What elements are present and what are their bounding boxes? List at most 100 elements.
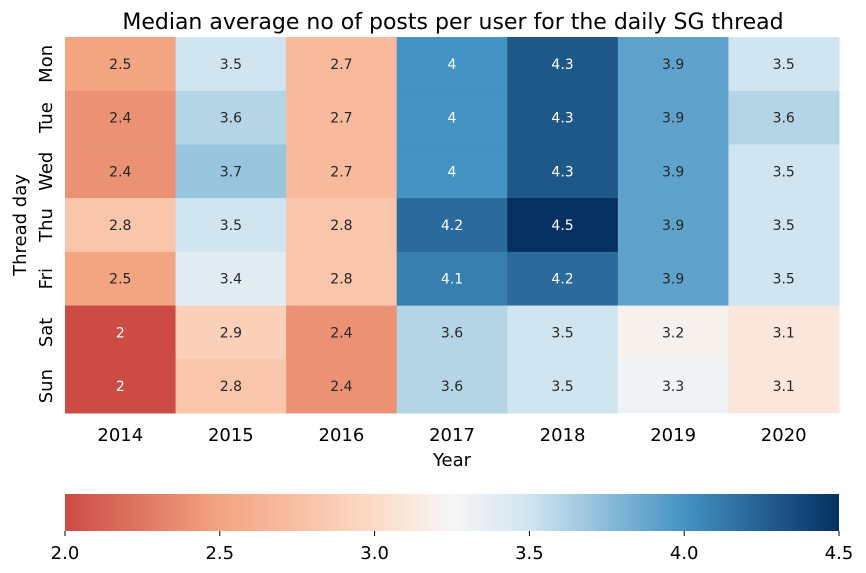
- chart-title: Median average no of posts per user for …: [122, 10, 783, 35]
- cell-value-label: 3.6: [441, 325, 463, 341]
- heatmap-cell: [728, 359, 840, 414]
- colorbar-tick-label: 4.5: [825, 543, 854, 564]
- cell-value-label: 4.3: [551, 57, 573, 73]
- heatmap-cell: [728, 90, 840, 145]
- cell-value-label: 3.9: [662, 272, 684, 288]
- heatmap-cell: [286, 359, 398, 414]
- cell-value-label: 2.8: [330, 272, 352, 288]
- heatmap-cell: [617, 90, 729, 145]
- cell-value-label: 3.4: [220, 272, 242, 288]
- heatmap-cell: [175, 251, 287, 307]
- cell-value-label: 3.5: [773, 272, 795, 288]
- heatmap-cell: [728, 305, 840, 360]
- heatmap-cell: [175, 37, 287, 92]
- cell-value-label: 3.5: [773, 218, 795, 234]
- x-tick-label: 2014: [97, 425, 143, 446]
- x-tick-label: 2019: [650, 425, 696, 446]
- heatmap-cell: [175, 305, 287, 360]
- cell-value-label: 2.7: [330, 164, 352, 180]
- heatmap-cell: [286, 305, 398, 360]
- cell-value-label: 3.5: [220, 57, 242, 73]
- heatmap-cells: 2.5 3.5 2.7 4 4.3 3.9 3.5 2.4 3.6 2.7 4 4.3 3.9 3.6 2.…: [65, 37, 840, 414]
- cell-value-label: 3.1: [773, 379, 795, 395]
- cell-value-label: 2.4: [109, 111, 131, 127]
- heatmap-cell: [617, 305, 729, 360]
- cell-value-label: 4: [448, 111, 457, 127]
- cell-value-label: 3.3: [662, 379, 684, 395]
- cell-value-label: 3.9: [662, 218, 684, 234]
- heatmap-cell: [65, 198, 177, 253]
- cell-value-label: 2.5: [109, 57, 131, 73]
- heatmap-cell: [396, 144, 508, 199]
- cell-value-label: 2: [116, 325, 125, 341]
- colorbar-tick-label: 3.0: [360, 543, 389, 564]
- cell-value-label: 2.8: [330, 218, 352, 234]
- cell-value-label: 2.9: [220, 325, 242, 341]
- cell-value-label: 3.6: [441, 379, 463, 395]
- cell-value-label: 2.4: [330, 379, 352, 395]
- heatmap-cell: [286, 198, 398, 253]
- heatmap-cell: [507, 144, 619, 199]
- heatmap-cell: [175, 90, 287, 145]
- y-axis-label: Thread day: [10, 174, 31, 277]
- cell-value-label: 3.2: [662, 325, 684, 341]
- heatmap-cell: [728, 144, 840, 199]
- heatmap-cell: [396, 359, 508, 414]
- colorbar: [65, 494, 839, 531]
- heatmap-cell: [617, 359, 729, 414]
- heatmap-cell: [286, 144, 398, 199]
- cell-value-label: 2.7: [330, 111, 352, 127]
- cell-value-label: 3.5: [773, 57, 795, 73]
- cell-value-label: 3.9: [662, 164, 684, 180]
- colorbar-tick-label: 2.5: [205, 543, 234, 564]
- y-tick-label: Wed: [36, 152, 57, 191]
- y-tick-label: Tue: [36, 102, 57, 134]
- y-tick-labels: Mon Tue Wed Thu Fri Sat Sun: [36, 45, 57, 403]
- heatmap-cell: [175, 198, 287, 253]
- heatmap-cell: [617, 144, 729, 199]
- x-tick-label: 2016: [319, 425, 365, 446]
- y-tick-label: Mon: [36, 45, 57, 83]
- heatmap-cell: [396, 251, 508, 307]
- x-tick-label: 2017: [429, 425, 475, 446]
- cell-value-label: 3.5: [773, 164, 795, 180]
- cell-value-label: 4.2: [551, 272, 573, 288]
- x-tick-label: 2018: [540, 425, 586, 446]
- heatmap-cell: [728, 198, 840, 253]
- heatmap-cell: [286, 251, 398, 307]
- cell-value-label: 4.3: [551, 111, 573, 127]
- cell-value-label: 3.1: [773, 325, 795, 341]
- y-tick-label: Thu: [36, 208, 57, 243]
- heatmap-cell: [175, 359, 287, 414]
- x-tick-label: 2015: [208, 425, 254, 446]
- colorbar-tick-label: 3.5: [515, 543, 544, 564]
- cell-value-label: 3.9: [662, 111, 684, 127]
- cell-value-label: 4.3: [551, 164, 573, 180]
- x-tick-label: 2020: [761, 425, 807, 446]
- heatmap-cell: [617, 37, 729, 92]
- cell-value-label: 3.5: [551, 325, 573, 341]
- cell-value-label: 3.5: [220, 218, 242, 234]
- cell-value-label: 4: [448, 57, 457, 73]
- cell-value-label: 2.7: [330, 57, 352, 73]
- heatmap-cell: [507, 359, 619, 414]
- cell-value-label: 4.5: [551, 218, 573, 234]
- heatmap-cell: [728, 251, 840, 307]
- heatmap-cell: [617, 198, 729, 253]
- heatmap-cell: [507, 251, 619, 307]
- cell-value-label: 2.8: [109, 218, 131, 234]
- cell-value-label: 3.7: [220, 164, 242, 180]
- heatmap-cell: [175, 144, 287, 199]
- heatmap-cell: [396, 90, 508, 145]
- heatmap-cell: [65, 37, 177, 92]
- cell-value-label: 2.5: [109, 272, 131, 288]
- x-tick-labels: 2014 2015 2016 2017 2018 2019 2020: [97, 425, 806, 446]
- cell-value-label: 3.5: [551, 379, 573, 395]
- heatmap-cell: [65, 251, 177, 307]
- heatmap-cell: [396, 305, 508, 360]
- cell-value-label: 4: [448, 164, 457, 180]
- heatmap-cell: [396, 37, 508, 92]
- y-tick-label: Sat: [36, 318, 57, 348]
- heatmap-cell: [65, 90, 177, 145]
